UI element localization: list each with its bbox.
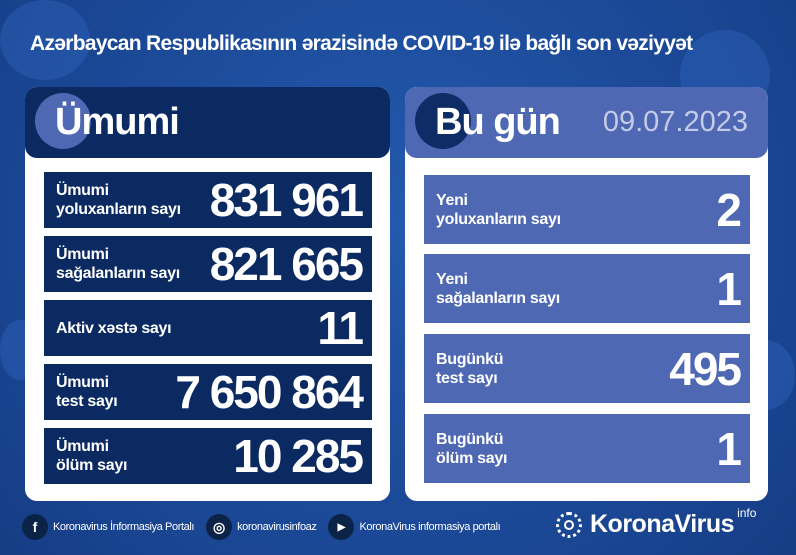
stat-value: 1 (716, 422, 742, 475)
stat-value: 10 285 (233, 430, 364, 482)
virus-icon (35, 93, 91, 149)
text-label: yoluxanların sayı (56, 201, 181, 218)
total-panel: Ümumi Ümumi yoluxanların sayı 831 961 Ümum… (25, 87, 390, 501)
stat-value: 1 (716, 262, 742, 315)
text-label: Yeni (436, 191, 468, 209)
text-label: sağalanların sayı (56, 265, 180, 282)
text-label: test sayı (56, 393, 118, 410)
stat-value: 7 650 864 (175, 366, 364, 418)
stat-value: 11 (317, 302, 364, 354)
virus-decoration-icon (0, 0, 90, 80)
stat-row: Ümumi sağalanların sayı 821 665 (44, 236, 372, 292)
total-heading: Ümumi (55, 101, 180, 143)
date: 09.07.2023 (602, 106, 748, 138)
text-label: Bugünkü (436, 350, 504, 368)
sun-logo-icon (556, 511, 582, 538)
page-title: Azərbaycan Respublikasının ərazisində CO… (30, 32, 693, 55)
total-header: Ümumi (25, 87, 390, 158)
stat-value: 2 (716, 183, 742, 236)
stat-value: 495 (669, 342, 742, 395)
stat-row: Ümumi test sayı 7 650 864 (44, 364, 372, 420)
instagram-icon: ◎ (206, 514, 233, 540)
text-label: Ümumi (56, 438, 109, 455)
text-label: Ümumi (56, 182, 109, 199)
today-header: Bu gün 09.07.2023 (405, 87, 768, 158)
youtube-icon: ▶ (328, 514, 355, 540)
facebook-link[interactable]: f Koronavirus İnformasiya Portalı (22, 514, 194, 540)
text-label: Bugünkü (436, 430, 504, 448)
text-label: Koronavirus İnformasiya Portalı (53, 521, 195, 533)
facebook-icon: f (22, 514, 48, 540)
stat-value: 831 961 (209, 174, 364, 226)
text-label: sağalanların sayı (436, 289, 560, 307)
stat-row: Yeni sağalanların sayı 1 (424, 254, 750, 323)
text-label: Ümumi (56, 246, 109, 263)
text-label: ölüm sayı (436, 449, 508, 467)
stat-row: Yeni yoluxanların sayı 2 (424, 175, 750, 244)
stat-row: Bugünkü test sayı 495 (424, 334, 750, 403)
stat-row: Bugünkü ölüm sayı 1 (424, 414, 750, 483)
text-label: koronavirusinfoaz (237, 521, 317, 533)
text-label: test sayı (436, 369, 498, 387)
virus-icon (415, 93, 471, 149)
instagram-link[interactable]: ◎ koronavirusinfoaz (206, 514, 317, 540)
text-label: info (737, 505, 757, 520)
text-label: Aktiv xəstə sayı (56, 319, 172, 337)
text-label: KoronaVirus informasiya portalı (359, 521, 501, 533)
text-label: yoluxanların sayı (436, 210, 561, 228)
text-label: Ümumi (56, 374, 109, 391)
text-label: ölüm sayı (56, 457, 128, 474)
stat-value: 821 665 (209, 238, 364, 290)
text-label: KoronaVirus (590, 510, 735, 538)
stat-row: Aktiv xəstə sayı 11 (44, 300, 372, 356)
today-panel: Bu gün 09.07.2023 Yeni yoluxanların sayı 2… (405, 87, 768, 501)
stat-row: Ümumi ölüm sayı 10 285 (44, 428, 372, 484)
text-label: Yeni (436, 270, 468, 288)
youtube-link[interactable]: ▶ KoronaVirus informasiya portalı (328, 514, 501, 540)
koronavirus-logo: KoronaVirus info (556, 506, 756, 539)
today-heading: Bu gün (435, 101, 561, 143)
footer: f Koronavirus İnformasiya Portalı ◎ korona… (22, 512, 501, 542)
stat-row: Ümumi yoluxanların sayı 831 961 (44, 172, 372, 228)
